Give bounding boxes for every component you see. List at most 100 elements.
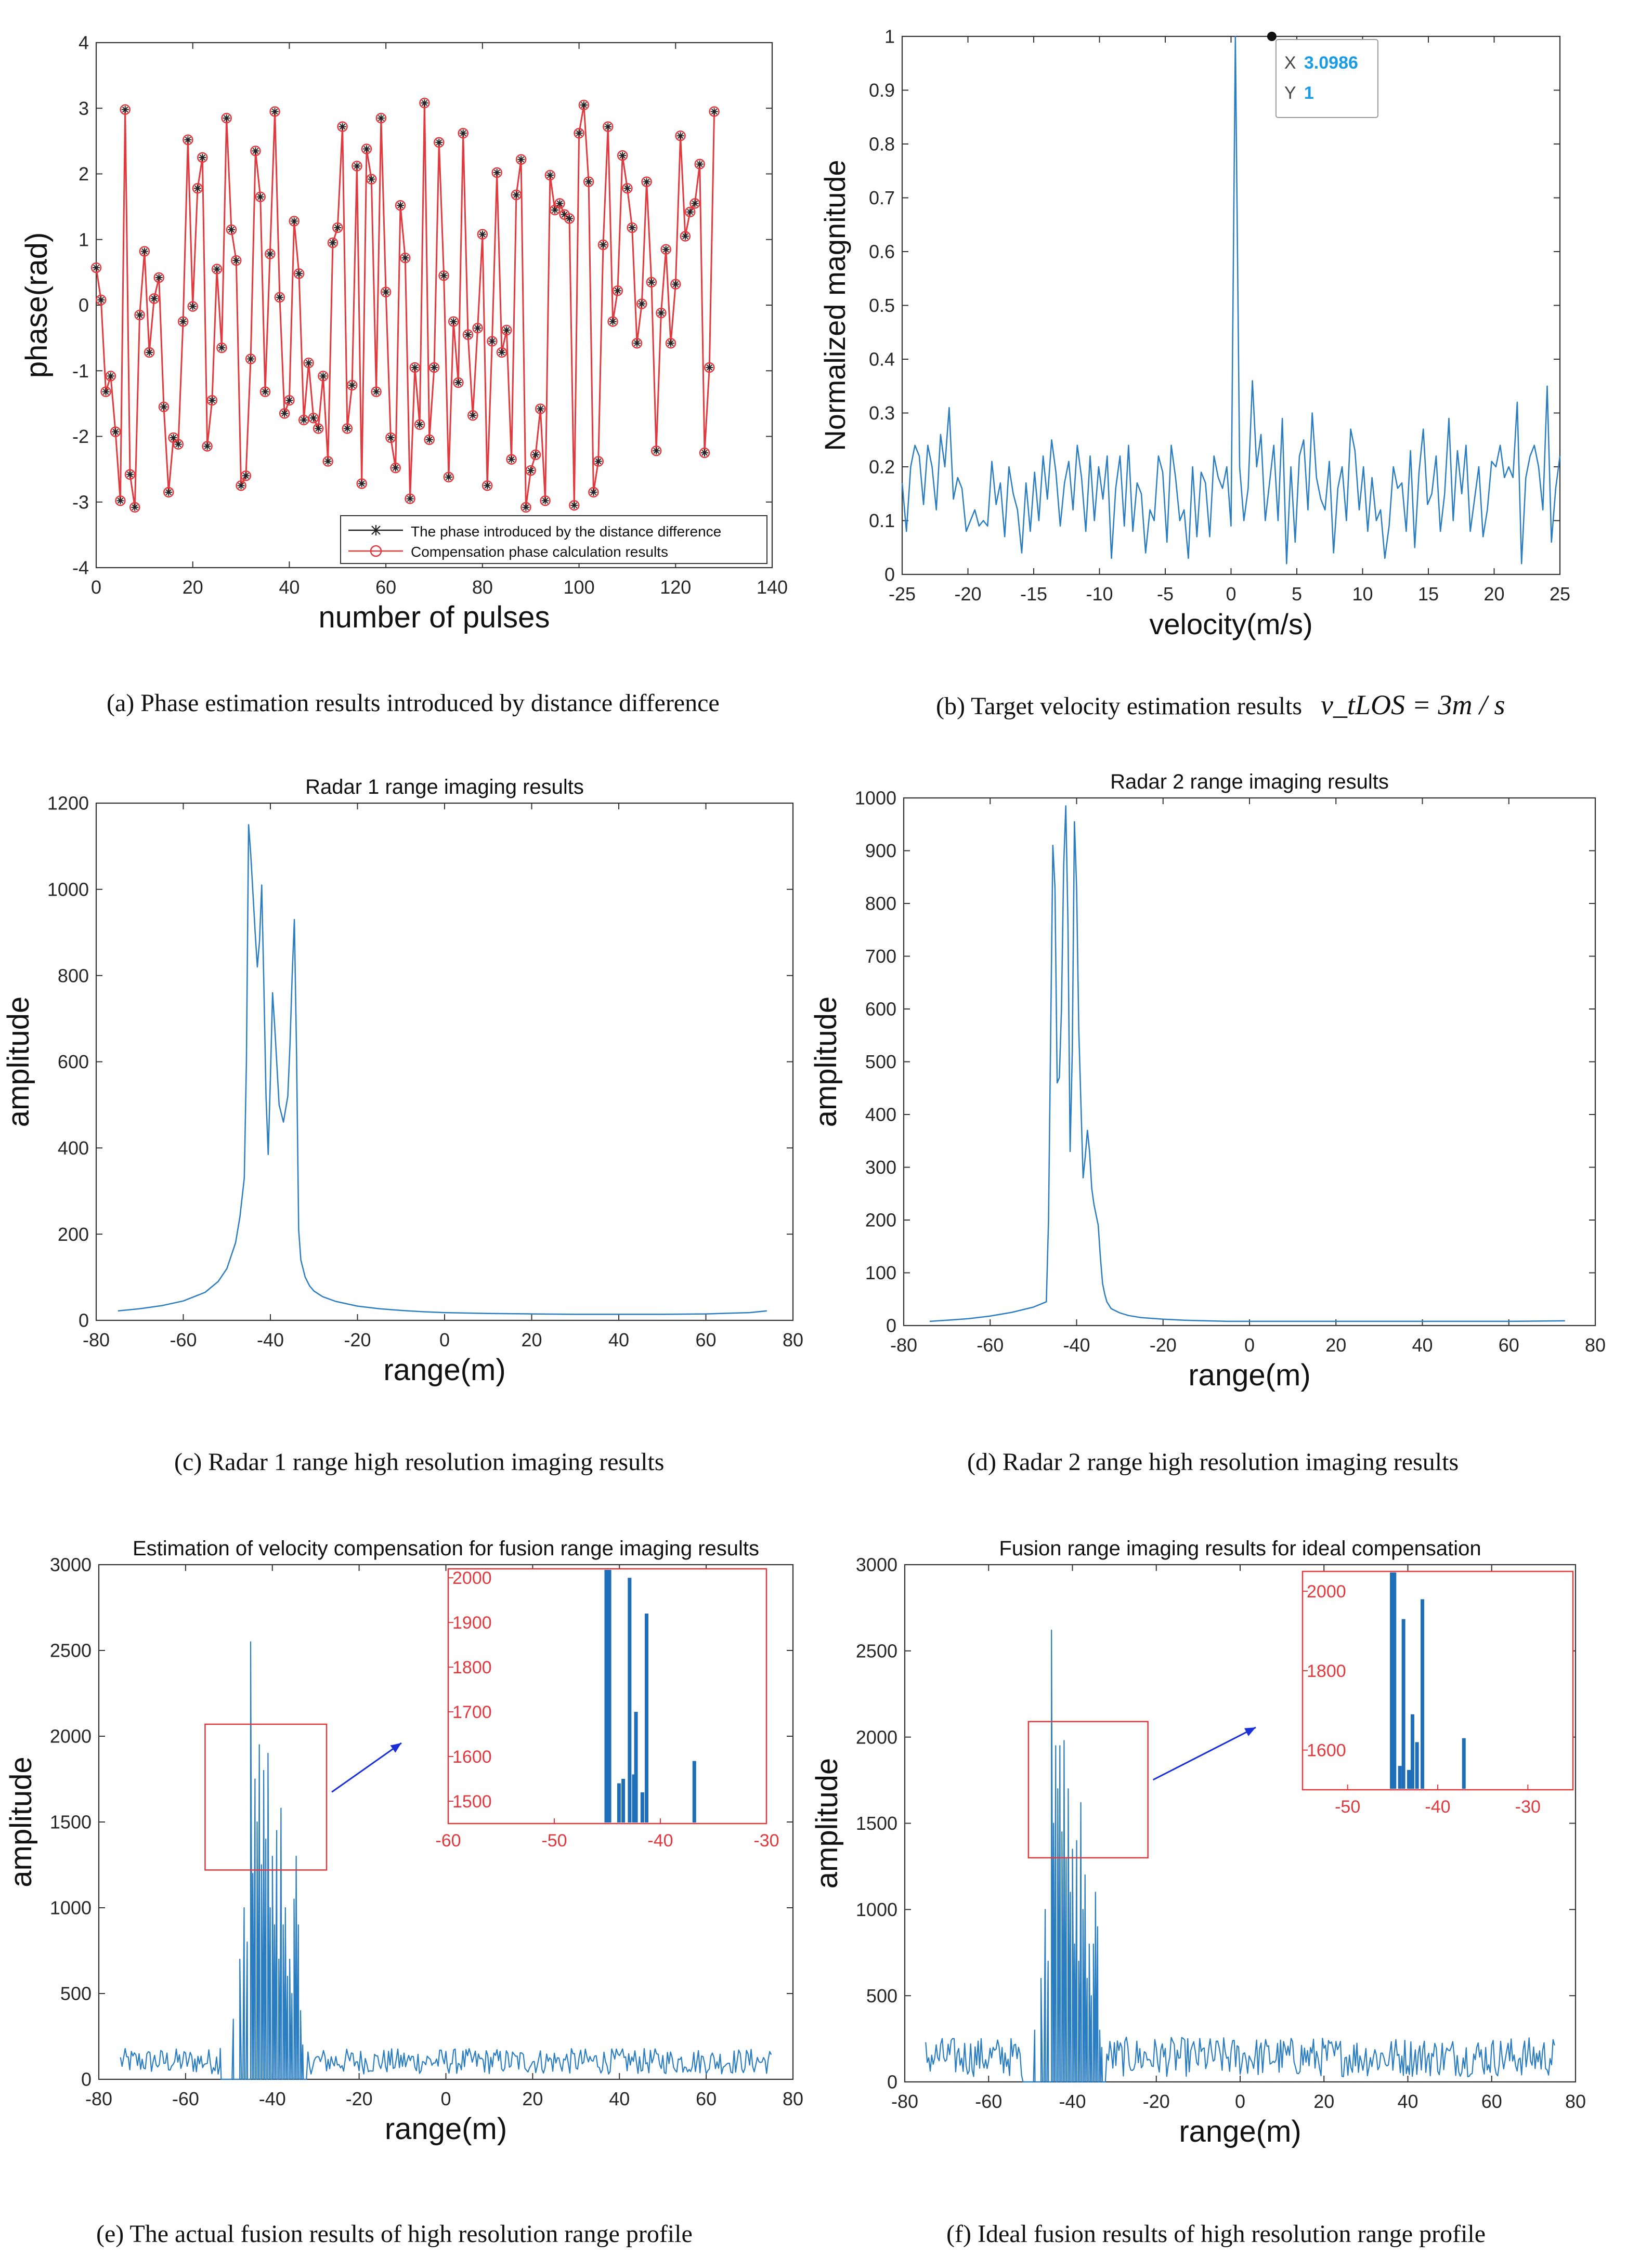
data-point-star	[266, 250, 274, 258]
x-tick-label: -80	[890, 1334, 917, 1356]
chart-e: -80 -60 -40 -20 0 20 40 60 80 0 500 1000 1500 2000 250…	[4, 1537, 803, 2146]
data-point-circle	[139, 246, 150, 257]
data-point-circle	[221, 112, 232, 124]
data-point-circle	[564, 213, 575, 224]
data-point-circle	[660, 244, 671, 255]
legend-label-0: The phase introduced by the distance dif…	[411, 523, 721, 540]
y-tick-label: 800	[865, 893, 896, 914]
data-point-star	[194, 185, 201, 192]
data-point-circle	[308, 412, 319, 424]
inset-frame	[1301, 1570, 1574, 1791]
x-tick-label: 25	[1550, 583, 1570, 605]
data-point-star	[507, 455, 515, 463]
data-point-star	[653, 447, 660, 455]
data-point-star	[126, 470, 134, 478]
y-tick-label: 0	[79, 295, 89, 316]
caption-d: (d) Radar 2 range high resolution imagin…	[967, 1448, 1459, 1476]
zoom-arrow-head	[1244, 1727, 1256, 1736]
data-point-star	[561, 211, 568, 218]
data-point-star	[532, 451, 539, 458]
x-tick-label: 20	[183, 576, 203, 598]
y-tick-label: 600	[58, 1051, 89, 1072]
x-tick-label: -25	[889, 583, 916, 605]
data-point-star	[633, 339, 641, 347]
x-tick-label: 60	[1499, 1334, 1519, 1356]
data-point-circle	[597, 239, 609, 251]
datatip-box	[1275, 39, 1378, 118]
x-tick-label: 20	[522, 2088, 543, 2109]
y-tick-label: 1	[884, 26, 895, 47]
x-axis-label: range(m)	[1179, 2115, 1301, 2148]
zoom-region-box	[204, 1723, 328, 1871]
data-point-star	[305, 359, 313, 367]
y-tick-label: 2000	[50, 1726, 92, 1747]
data-point-circle	[375, 112, 387, 124]
y-tick-label: 2	[79, 163, 89, 185]
y-axis-label: phase(rad)	[20, 232, 54, 378]
data-point-star	[493, 168, 501, 176]
data-point-circle	[612, 285, 623, 296]
data-point-circle	[158, 401, 170, 412]
series-fusion-profile	[925, 1629, 1555, 2083]
data-point-circle	[578, 99, 590, 111]
data-point-circle	[670, 279, 681, 290]
y-tick-label: 0.7	[869, 187, 895, 208]
x-tick-label: -20	[344, 1329, 371, 1351]
x-tick-label: -40	[1059, 2091, 1086, 2112]
data-point-circle	[197, 152, 208, 163]
x-tick-label: 140	[757, 576, 788, 598]
inset-y-tick-label: 1600	[452, 1747, 492, 1767]
y-tick-label: 900	[865, 840, 896, 861]
data-point-star	[701, 449, 708, 457]
data-point-circle	[438, 270, 449, 281]
y-tick-label: 1500	[856, 1813, 897, 1834]
data-point-circle	[293, 268, 305, 279]
data-point-circle	[496, 347, 507, 358]
data-point-star	[334, 224, 342, 232]
inset-y-tick-label: 1500	[452, 1792, 492, 1812]
data-point-circle	[265, 248, 276, 259]
data-point-star	[517, 155, 525, 163]
data-point-circle	[704, 362, 715, 373]
y-tick-label: 200	[58, 1224, 89, 1245]
data-point-circle	[535, 403, 546, 414]
data-point-star	[276, 293, 283, 301]
data-point-star	[672, 280, 680, 288]
data-point-star	[363, 145, 370, 153]
zoom-arrow	[331, 1742, 402, 1793]
data-point-circle	[211, 264, 223, 274]
x-tick-label: 100	[564, 576, 595, 598]
x-tick-label: 40	[608, 1329, 629, 1351]
data-point-star	[295, 270, 303, 278]
y-tick-label: 2500	[856, 1640, 897, 1661]
data-point-star	[474, 324, 481, 332]
data-point-circle	[279, 408, 290, 419]
data-point-circle	[636, 298, 647, 309]
x-tick-label: 40	[1412, 1334, 1433, 1356]
data-point-circle	[337, 121, 348, 132]
y-axis-label: amplitude	[810, 1758, 844, 1889]
y-tick-label: 2500	[50, 1640, 92, 1661]
plot-frame	[95, 802, 794, 1321]
data-point-star	[498, 348, 505, 356]
y-tick-label: 400	[865, 1104, 896, 1125]
data-point-circle	[458, 127, 468, 139]
inset-x-tick-label: -40	[1425, 1797, 1450, 1817]
data-point-circle	[699, 447, 710, 458]
x-tick-label: 40	[279, 576, 300, 598]
data-point-circle	[554, 198, 565, 209]
data-point-star	[401, 254, 409, 262]
chart-b: -25 -20 -15 -10 -5 0 5 10 15 20 25 0 0.1 0.2 0.3 0.4 0.5…	[818, 26, 1570, 640]
data-point-star	[425, 436, 433, 443]
y-tick-label: 0.8	[869, 134, 895, 155]
data-point-star	[262, 388, 269, 396]
data-point-star	[551, 206, 559, 214]
data-point-star	[160, 403, 167, 411]
legend-label-1: Compensation phase calculation results	[411, 544, 668, 560]
inset-x-tick-label: -30	[753, 1831, 779, 1851]
data-point-circle	[631, 337, 643, 349]
data-point-circle	[124, 469, 136, 480]
data-point-star	[537, 405, 544, 413]
data-point-circle	[409, 362, 421, 373]
x-tick-label: -40	[259, 2088, 286, 2109]
